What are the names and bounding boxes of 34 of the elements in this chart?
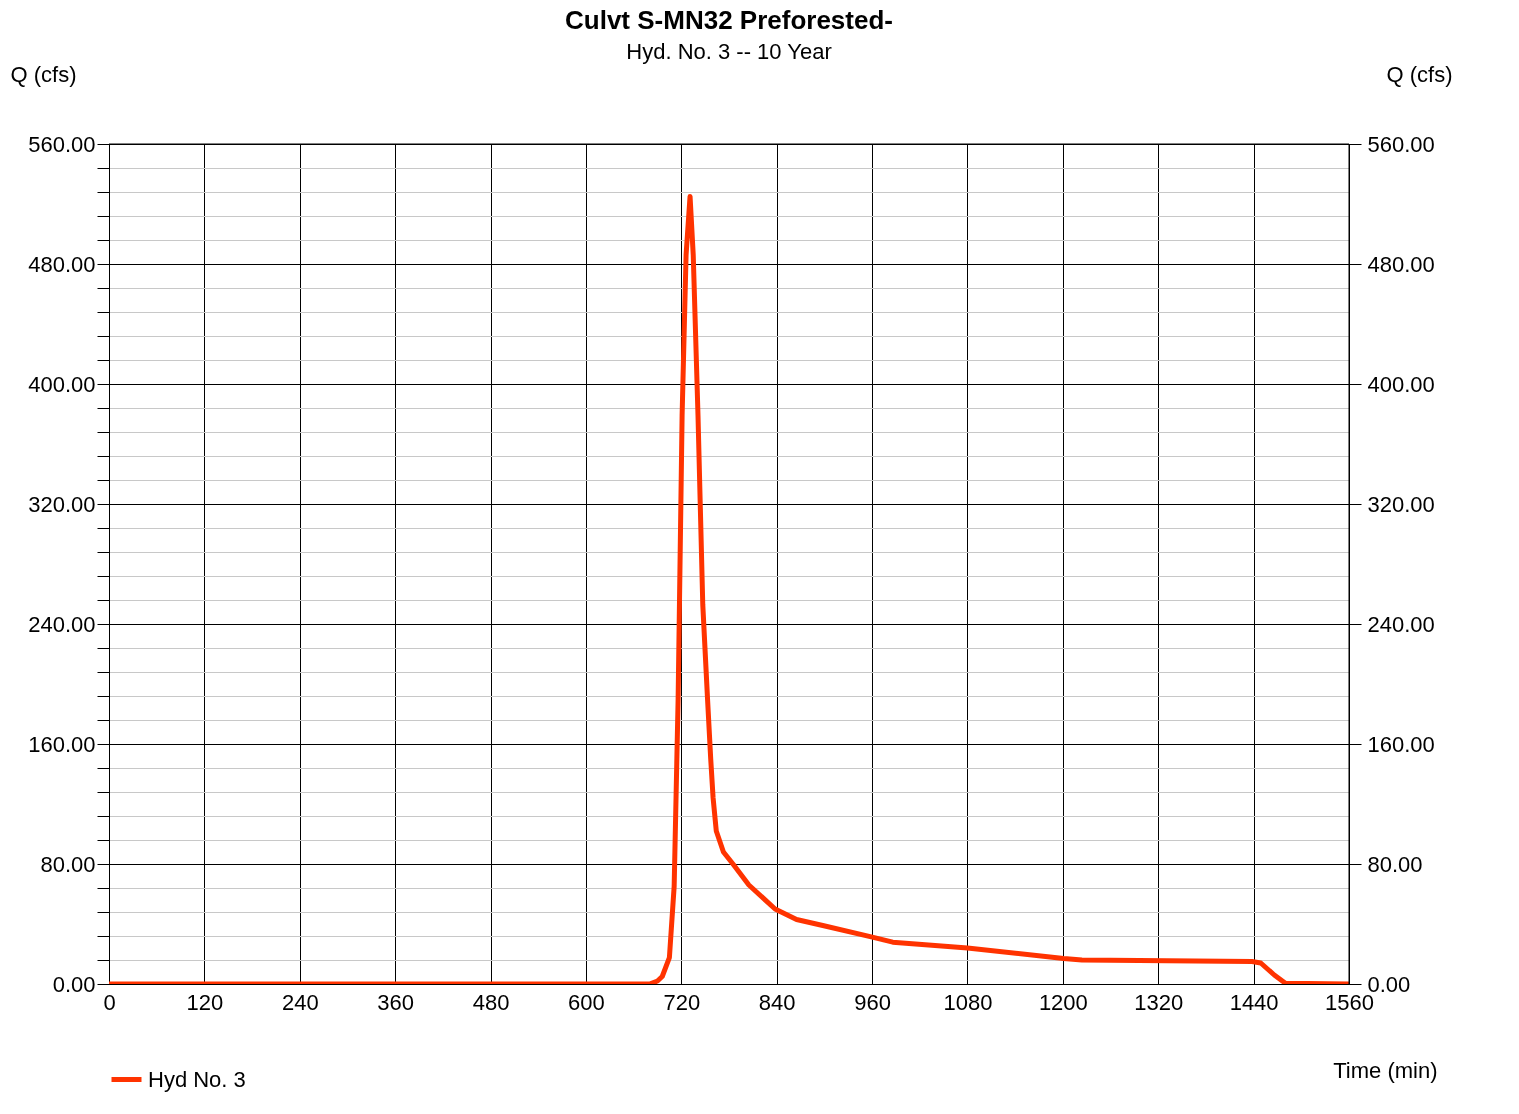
x-tick-label: 720: [663, 989, 701, 1015]
x-tick-label: 360: [377, 989, 415, 1015]
x-tick-label: 840: [758, 989, 796, 1015]
y2-axis-title: Q (cfs): [1386, 61, 1453, 87]
x-tick-label: 1200: [1038, 989, 1088, 1015]
x-axis-title: Time (min): [1333, 1057, 1438, 1083]
y2-tick-label: 80.00: [1367, 851, 1423, 877]
x-tick-label: 600: [568, 989, 605, 1015]
y-tick-label: 0.00: [52, 971, 96, 997]
chart-subtitle: Hyd. No. 3 -- 10 Year: [626, 39, 832, 64]
x-tick-label: 0: [103, 989, 116, 1015]
y-tick-label: 480.00: [28, 251, 96, 277]
x-tick-label: 1440: [1229, 989, 1279, 1015]
y2-tick-label: 480.00: [1367, 251, 1435, 277]
chart-title: Culvt S-MN32 Preforested-: [565, 5, 893, 35]
y2-tick-label: 240.00: [1367, 611, 1435, 637]
x-tick-label: 960: [854, 989, 891, 1015]
y-tick-label: 160.00: [28, 731, 96, 757]
y-tick-label: 240.00: [28, 611, 96, 637]
y-tick-label: 400.00: [28, 371, 96, 397]
y-axis-title: Q (cfs): [10, 61, 77, 87]
y2-tick-label: 320.00: [1367, 491, 1435, 517]
x-tick-label: 1320: [1134, 989, 1184, 1015]
y2-tick-label: 400.00: [1367, 371, 1435, 397]
legend-label: Hyd No. 3: [148, 1066, 246, 1092]
y2-tick-label: 160.00: [1367, 731, 1435, 757]
y2-tick-label: 560.00: [1367, 131, 1435, 157]
x-tick-label: 1080: [943, 989, 993, 1015]
y-tick-label: 80.00: [40, 851, 96, 877]
y-tick-label: 320.00: [28, 491, 96, 517]
x-tick-label: 120: [186, 989, 224, 1015]
x-tick-label: 480: [472, 989, 510, 1015]
y-tick-label: 560.00: [28, 131, 96, 157]
x-tick-label: 240: [281, 989, 319, 1015]
